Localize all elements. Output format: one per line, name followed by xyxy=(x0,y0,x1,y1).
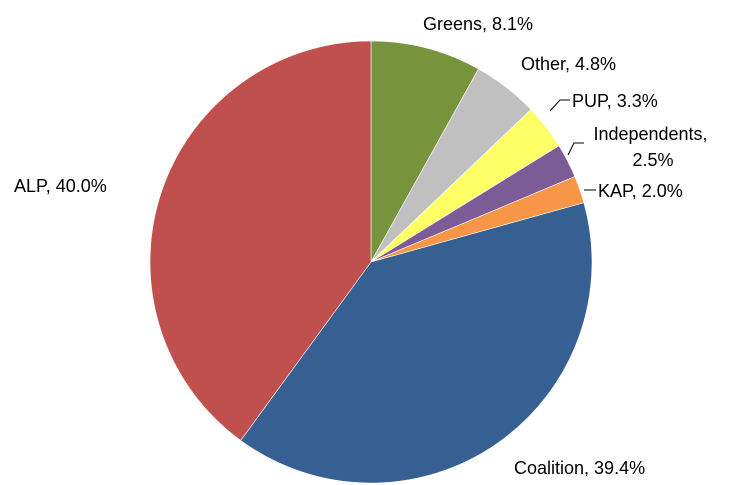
slice-label-other: Other, 4.8% xyxy=(521,54,616,74)
slice-label-independents: Independents, 2.5% xyxy=(593,124,712,170)
leader-line-independents xyxy=(567,142,584,156)
pie-slice-coalition xyxy=(240,202,593,484)
slice-label-independents-line2: 2.5% xyxy=(632,150,673,170)
slice-label-independents-line1: Independents, xyxy=(593,124,707,144)
slice-label-kap: KAP, 2.0% xyxy=(598,181,683,201)
slice-label-coalition: Coalition, 39.4% xyxy=(514,458,645,478)
pie-slice-greens xyxy=(370,40,479,264)
slice-label-greens: Greens, 8.1% xyxy=(423,14,533,34)
pie-slice-alp xyxy=(149,40,372,441)
leader-line-pup xyxy=(549,99,570,112)
slice-label-pup: PUP, 3.3% xyxy=(572,91,658,111)
leader-lines xyxy=(549,99,596,191)
pie-slices xyxy=(149,40,593,484)
slice-labels: Greens, 8.1% Other, 4.8% PUP, 3.3% Indep… xyxy=(14,14,712,478)
slice-label-alp: ALP, 40.0% xyxy=(14,176,107,196)
